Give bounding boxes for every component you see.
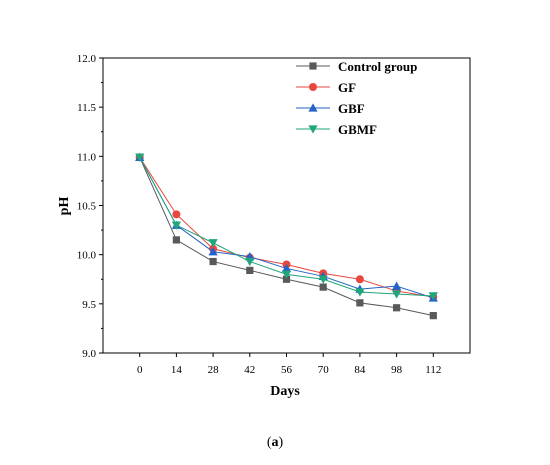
y-tick-label: 12.0 [77,53,97,65]
plot-frame [102,57,471,354]
x-axis-title: Days [270,384,300,399]
y-axis-title: pH [57,197,72,216]
x-tick-label: 84 [354,364,366,376]
legend-label: GBMF [338,122,377,137]
y-tick-label: 11.5 [77,102,96,114]
x-tick-label: 28 [208,364,220,376]
data-point [135,153,145,162]
legend-marker [309,62,317,70]
y-tick-label: 9.5 [82,299,96,311]
data-point [318,275,328,284]
data-point [355,288,365,297]
legend-label: GF [338,80,356,95]
legend-entry: GF [296,80,356,95]
series-line [139,157,434,317]
legend-label: Control group [338,59,417,74]
caption-close: ) [279,435,284,450]
legend: Control group GF GBF GBMF [296,59,417,137]
legend-label: GBF [338,101,365,116]
legend-entry: GBF [296,101,365,116]
x-tick-label: 56 [281,364,293,376]
legend-entry: Control group [296,59,417,74]
data-point [429,312,437,320]
data-point [208,239,218,248]
series-layer [135,152,438,320]
data-point [246,266,254,274]
data-point [245,257,255,267]
x-tick-label: 98 [391,364,403,376]
data-point [172,210,181,219]
data-point [355,275,364,284]
series-0 [136,153,437,320]
legend-marker [308,103,318,112]
legend-marker [308,125,318,134]
data-point [393,304,401,312]
data-point [319,283,327,291]
data-point [209,257,217,266]
y-tick-label: 10.5 [77,201,97,213]
x-tick-label: 112 [425,364,441,376]
data-point [281,263,292,273]
data-point [356,299,364,307]
x-tick-label: 70 [318,364,330,376]
data-point [282,275,291,283]
y-tick-label: 10.0 [77,250,97,262]
data-point [208,247,218,256]
legend-entry: GBMF [296,122,377,137]
y-tick-label: 11.0 [77,151,96,163]
x-tick-label: 42 [244,364,255,376]
caption-letter: a [272,435,279,450]
y-tick-label: 9.0 [82,348,96,360]
data-point [281,270,292,279]
data-point [392,281,402,290]
series-3 [135,153,438,301]
axes: 0 14 28 42 56 70 84 98 112 9.0 9.5 10.0 10.5 11.0 11.5… [77,53,471,376]
x-tick-label: 14 [171,364,183,376]
data-point [392,290,402,299]
legend-marker [309,83,317,91]
caption-open: ( [267,435,272,450]
data-point [171,221,181,230]
figure-caption: (a) [267,435,284,450]
data-point [172,236,180,244]
x-tick-label: 0 [137,364,143,376]
data-point [428,292,438,301]
